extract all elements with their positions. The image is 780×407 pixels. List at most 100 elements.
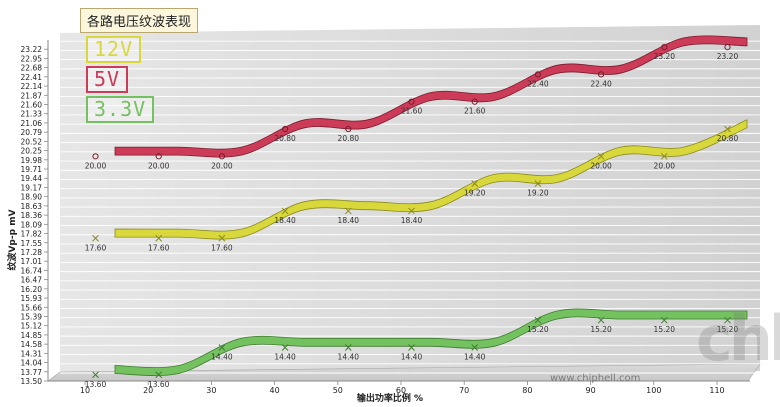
x-axis-ticks: 10 20 30 40 50 60 70 80 90 100 110 — [80, 381, 725, 395]
data-point — [218, 234, 226, 242]
data-point — [471, 180, 479, 187]
y-axis-ticks: 13.5013.7714.0414.3114.5814.8515.1215.39… — [21, 45, 48, 386]
y-axis-label: 纹波Vp-p mV — [6, 209, 18, 270]
data-label: 22.40 — [527, 79, 549, 88]
y-tick-label: 14.85 — [21, 331, 43, 340]
y-tick-label: 17.82 — [21, 230, 43, 239]
data-label: 17.60 — [148, 243, 170, 252]
series-ribbon — [114, 119, 748, 240]
y-tick-label: 20.52 — [21, 137, 43, 146]
data-point — [724, 125, 731, 133]
data-label: 18.40 — [401, 216, 423, 225]
data-point — [724, 43, 731, 51]
x-tick-label: 80 — [522, 386, 532, 395]
data-point — [534, 71, 542, 78]
data-point — [724, 316, 731, 324]
y-tick-label: 19.71 — [21, 165, 43, 174]
data-point — [155, 234, 163, 242]
y-tick-label: 20.79 — [21, 128, 43, 137]
data-label: 20.80 — [338, 134, 360, 143]
data-point — [218, 344, 226, 351]
data-label: 23.20 — [654, 52, 676, 61]
chart-title: 各路电压纹波表现 — [80, 8, 199, 33]
data-point — [92, 234, 99, 242]
y-tick-label: 18.36 — [21, 211, 43, 220]
data-point — [534, 316, 542, 324]
series-ribbons — [114, 35, 748, 376]
y-tick-label: 20.25 — [21, 147, 43, 156]
data-label: 14.40 — [274, 352, 296, 361]
series-points — [92, 43, 731, 379]
y-tick-label: 13.50 — [21, 377, 43, 386]
legend-entry: 12V — [86, 36, 142, 63]
data-label: 20.00 — [654, 161, 676, 170]
x-axis-label: 输出功率比例 % — [357, 392, 423, 404]
data-label: 15.20 — [527, 325, 549, 334]
data-point — [597, 316, 605, 324]
x-tick-label: 110 — [709, 386, 724, 395]
data-label: 20.00 — [148, 161, 170, 170]
y-tick-label: 21.87 — [21, 91, 43, 100]
y-tick-label: 14.04 — [21, 359, 43, 368]
data-point — [534, 180, 542, 187]
data-label: 17.60 — [85, 243, 107, 252]
data-label: 18.40 — [274, 216, 296, 225]
legend-entry: 3.3V — [86, 96, 155, 123]
y-tick-label: 18.90 — [21, 193, 43, 202]
data-label: 14.40 — [211, 352, 233, 361]
data-label: 15.20 — [590, 325, 612, 334]
data-label: 18.40 — [338, 216, 360, 225]
y-tick-label: 19.17 — [21, 183, 43, 192]
series-data-labels: 17.60 17.60 17.60 18.40 18.40 18.40 19.20 19.20… — [85, 52, 739, 389]
data-point — [471, 344, 479, 351]
data-point — [660, 316, 668, 324]
y-tick-label: 18.63 — [21, 202, 43, 211]
data-label: 21.60 — [464, 107, 486, 116]
y-tick-label: 17.28 — [21, 248, 43, 257]
y-tick-label: 19.98 — [21, 156, 43, 165]
x-tick-label: 30 — [206, 386, 216, 395]
y-tick-label: 15.66 — [21, 303, 43, 312]
x-tick-label: 100 — [646, 386, 661, 395]
y-tick-label: 16.47 — [21, 276, 43, 285]
data-point — [660, 152, 668, 160]
data-point — [218, 153, 225, 160]
y-tick-label: 21.60 — [21, 101, 43, 110]
x-tick-label: 40 — [270, 386, 280, 395]
y-tick-label: 21.06 — [21, 119, 43, 128]
data-label: 20.80 — [274, 134, 296, 143]
y-tick-label: 19.44 — [21, 174, 43, 183]
data-point — [408, 207, 415, 215]
data-point — [597, 152, 605, 160]
legend-entry: 5V — [86, 66, 129, 93]
x-tick-label: 70 — [459, 386, 469, 395]
series-ribbon — [114, 35, 748, 158]
data-label: 15.20 — [717, 325, 739, 334]
data-label: 14.40 — [464, 352, 486, 361]
x-tick-label: 90 — [586, 386, 596, 395]
data-point — [471, 98, 478, 105]
y-tick-label: 16.20 — [21, 285, 43, 294]
data-label: 19.20 — [527, 189, 549, 198]
data-point — [155, 153, 162, 160]
data-label: 14.40 — [401, 352, 423, 361]
x-tick-label: 10 — [80, 386, 90, 395]
data-label: 15.20 — [654, 325, 676, 334]
data-label: 13.60 — [85, 380, 107, 389]
y-tick-label: 22.41 — [21, 73, 43, 82]
data-point — [92, 371, 99, 379]
data-point — [344, 207, 352, 215]
y-tick-label: 16.74 — [21, 266, 43, 275]
data-label: 20.80 — [717, 134, 739, 143]
y-tick-label: 17.55 — [21, 239, 43, 248]
y-tick-label: 15.93 — [21, 294, 43, 303]
watermark-url: www.chiphell.com — [550, 373, 641, 384]
data-label: 14.40 — [338, 352, 360, 361]
y-tick-label: 14.58 — [21, 340, 43, 349]
data-label: 23.20 — [717, 52, 739, 61]
data-point — [92, 153, 99, 160]
data-label: 13.60 — [148, 380, 170, 389]
watermark-logo: chh — [696, 302, 780, 375]
y-tick-label: 13.77 — [21, 368, 43, 377]
